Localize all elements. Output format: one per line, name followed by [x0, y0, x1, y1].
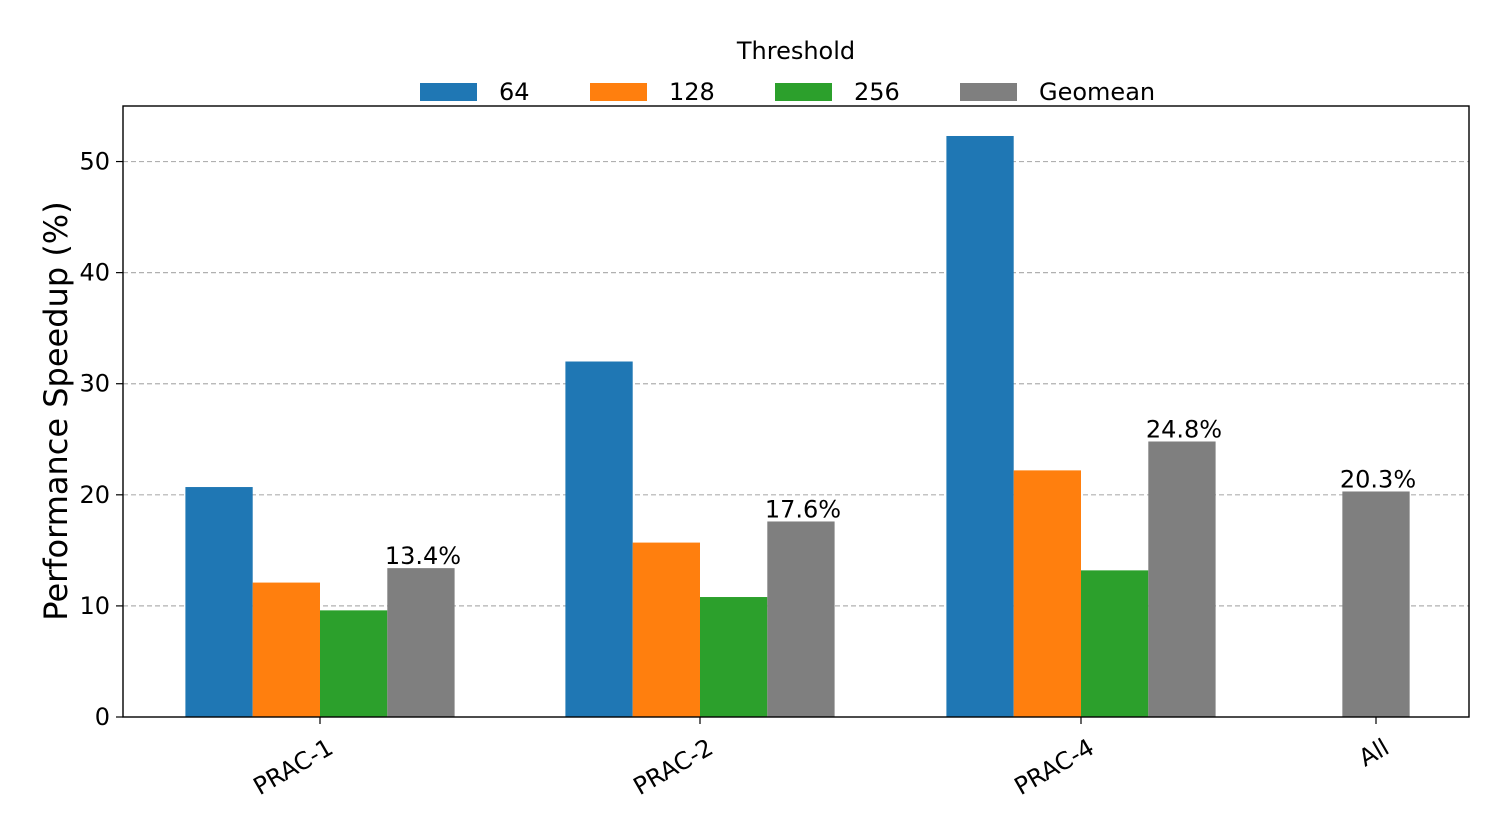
bars	[185, 135, 1410, 717]
geomean-value-label: 24.8%	[1146, 415, 1222, 443]
gridlines	[123, 160, 1469, 607]
legend-swatch-geomean	[960, 83, 1017, 101]
legend-label-256: 256	[854, 78, 900, 106]
x-tick-label: PRAC-4	[1010, 733, 1099, 801]
bar-64-prac-1	[185, 487, 253, 717]
y-tick-label: 20	[79, 481, 110, 509]
legend-label-geomean: Geomean	[1039, 78, 1155, 106]
axes-frame	[122, 105, 1470, 718]
legend-swatch-64	[420, 83, 477, 101]
bar-128-prac-4	[1013, 470, 1081, 717]
bar-256-prac-1	[320, 610, 388, 717]
y-axis: 0 10 20 30 40 50	[79, 148, 123, 731]
x-axis: PRAC-1 PRAC-2 PRAC-4 All	[249, 717, 1394, 801]
legend-swatch-256	[775, 83, 832, 101]
legend-title: Threshold	[736, 37, 855, 65]
legend-swatch-128	[590, 83, 647, 101]
bar-geomean-prac-1	[387, 568, 455, 717]
legend: Threshold 64 128 256 Geomean	[420, 37, 1155, 106]
y-axis-label: Performance Speedup (%)	[37, 201, 75, 620]
x-tick-label: All	[1354, 733, 1394, 772]
bar-256-prac-2	[700, 597, 768, 717]
y-tick-label: 30	[79, 370, 110, 398]
y-tick-label: 0	[95, 703, 110, 731]
y-tick-label: 50	[79, 148, 110, 176]
bar-64-prac-4	[946, 135, 1014, 717]
x-tick-label: PRAC-2	[629, 733, 718, 801]
data-labels: 13.4% 17.6% 24.8% 20.3%	[385, 415, 1416, 570]
bar-128-prac-1	[252, 582, 320, 717]
bar-64-prac-2	[565, 361, 633, 717]
geomean-value-label: 17.6%	[765, 495, 841, 523]
y-tick-label: 10	[79, 592, 110, 620]
legend-label-128: 128	[669, 78, 715, 106]
geomean-value-label: 20.3%	[1340, 465, 1416, 493]
legend-label-64: 64	[499, 78, 530, 106]
bar-256-prac-4	[1081, 570, 1149, 717]
x-tick-label: PRAC-1	[249, 733, 338, 801]
geomean-value-label: 13.4%	[385, 542, 461, 570]
bar-geomean-prac-4	[1148, 441, 1216, 717]
bar-geomean-prac-2	[767, 521, 835, 717]
bar-128-prac-2	[632, 542, 700, 717]
y-tick-label: 40	[79, 259, 110, 287]
bar-geomean-all	[1342, 491, 1410, 717]
